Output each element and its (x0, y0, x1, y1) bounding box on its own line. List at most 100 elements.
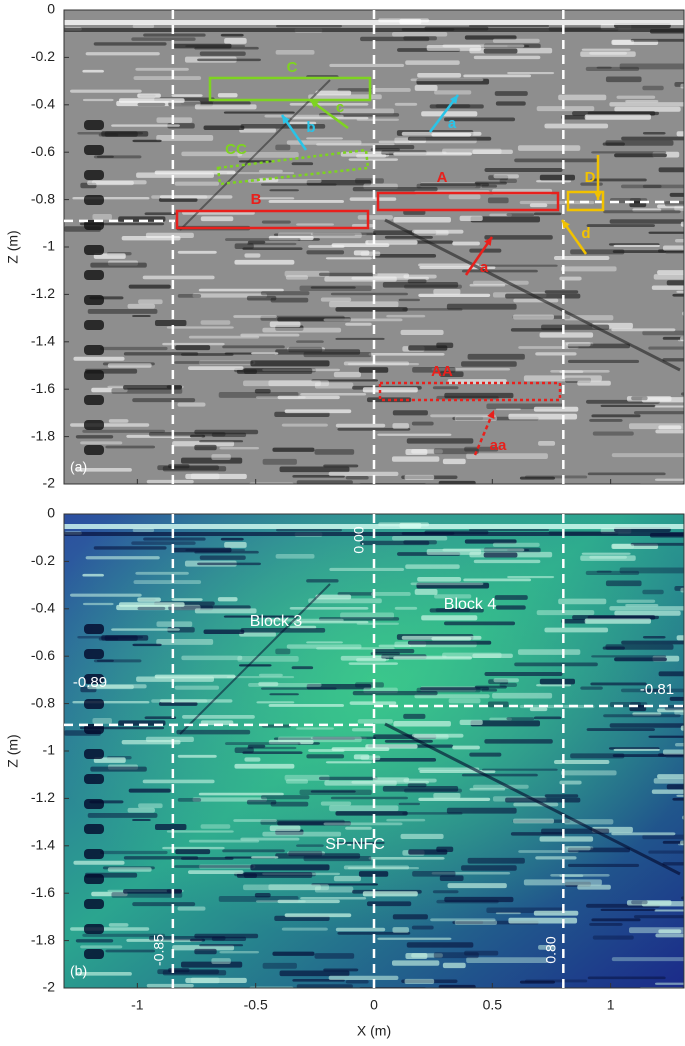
texture-stripe (519, 476, 556, 480)
texture-stripe (77, 132, 144, 135)
texture-stripe (250, 360, 330, 367)
texture-stripe (137, 606, 166, 610)
texture-stripe (142, 779, 215, 784)
texture-stripe (275, 50, 315, 55)
texture-stripe (680, 840, 684, 846)
texture-stripe (264, 618, 344, 622)
texture-stripe (284, 409, 352, 414)
texture-stripe (200, 320, 231, 325)
texture-stripe (190, 938, 206, 942)
texture-stripe (355, 178, 384, 184)
texture-stripe (85, 556, 160, 560)
texture-stripe (614, 610, 681, 616)
texture-stripe (372, 758, 437, 762)
texture-stripe (438, 984, 476, 988)
texture-stripe (91, 387, 128, 393)
texture-stripe (360, 36, 430, 42)
texture-stripe (488, 679, 509, 685)
texture-stripe (256, 197, 295, 200)
texture-stripe (268, 884, 329, 891)
texture-stripe (605, 76, 642, 83)
texture-stripe (434, 594, 472, 599)
y-tick-label: -0.4 (31, 600, 55, 616)
texture-stripe (277, 232, 362, 239)
texture-stripe (222, 849, 285, 853)
texture-stripe (219, 951, 260, 954)
texture-stripe (651, 789, 684, 794)
texture-stripe (654, 405, 684, 408)
texture-stripe (507, 575, 555, 579)
texture-stripe (314, 382, 354, 389)
texture-stripe (487, 197, 509, 204)
texture-stripe (420, 686, 490, 691)
texture-stripe (602, 646, 625, 650)
texture-stripe (310, 790, 356, 793)
texture-stripe (614, 657, 667, 662)
texture-stripe (306, 579, 339, 583)
texture-stripe (335, 307, 408, 312)
texture-stripe (664, 201, 684, 207)
texture-stripe (513, 802, 559, 807)
texture-stripe (262, 831, 342, 837)
texture-stripe (132, 315, 151, 318)
texture-stripe (133, 580, 202, 585)
texture-stripe (345, 322, 372, 326)
texture-stripe (418, 767, 480, 771)
texture-stripe (156, 134, 214, 141)
texture-stripe (662, 840, 684, 844)
texture-stripe (420, 182, 490, 187)
texture-stripe (296, 984, 353, 988)
texture-stripe (407, 640, 492, 645)
texture-stripe (675, 239, 684, 243)
texture-stripe (524, 979, 588, 983)
texture-stripe (314, 449, 355, 455)
texture-stripe (444, 621, 516, 626)
texture-stripe (655, 933, 684, 938)
texture-stripe (666, 784, 684, 790)
texture-stripe (431, 367, 511, 371)
texture-stripe (404, 474, 435, 481)
annotation-label: b (306, 119, 315, 136)
texture-stripe (143, 537, 206, 541)
texture-stripe (306, 137, 343, 140)
texture-stripe (306, 641, 343, 644)
texture-stripe (529, 707, 548, 712)
y-tick-label: -1 (43, 742, 56, 758)
texture-stripe (118, 602, 185, 607)
texture-stripe (469, 752, 502, 757)
texture-stripe (439, 371, 464, 377)
texture-stripe (148, 936, 226, 941)
texture-stripe (612, 250, 666, 253)
texture-stripe (596, 66, 612, 69)
texture-stripe (411, 449, 443, 454)
texture-stripe (550, 370, 610, 373)
texture-stripe (499, 682, 517, 688)
texture-stripe (560, 770, 617, 776)
texture-stripe (318, 776, 378, 781)
texture-stripe (224, 542, 247, 548)
texture-stripe (567, 359, 640, 363)
texture-stripe (439, 875, 464, 881)
texture-stripe (162, 846, 225, 850)
texture-stripe (262, 327, 342, 333)
annotation-label: D (585, 169, 596, 186)
texture-stripe (353, 754, 370, 760)
annotation-box (175, 209, 370, 230)
texture-stripe (433, 288, 461, 295)
texture-stripe (400, 329, 444, 336)
texture-stripe (72, 701, 150, 704)
texture-stripe (587, 472, 666, 476)
texture-stripe (133, 76, 202, 81)
texture-stripe (315, 90, 352, 96)
texture-stripe (93, 253, 126, 259)
texture-stripe (433, 448, 479, 455)
texture-stripe (223, 111, 295, 114)
texture-stripe (217, 597, 238, 602)
texture-stripe (654, 982, 684, 985)
texture-stripe (345, 475, 369, 480)
texture-stripe (392, 536, 448, 541)
texture-stripe (91, 891, 128, 897)
texture-stripe (657, 774, 684, 779)
texture-stripe (567, 343, 631, 349)
